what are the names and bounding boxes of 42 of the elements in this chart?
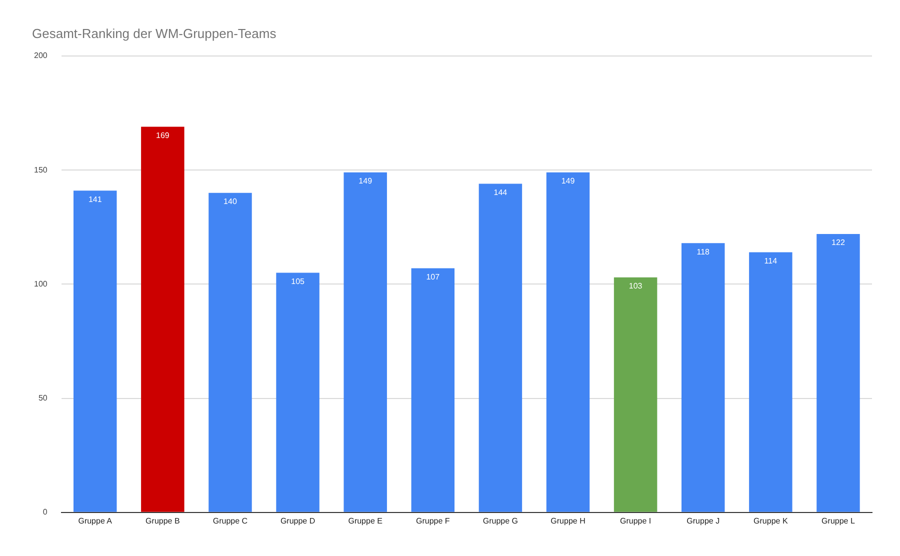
data-label: 144 — [494, 188, 508, 197]
x-tick-label: Gruppe H — [550, 516, 586, 526]
data-label: 118 — [696, 247, 710, 256]
bar — [816, 234, 860, 512]
y-tick-label: 0 — [42, 508, 48, 517]
y-tick-label: 150 — [34, 165, 48, 174]
data-label: 141 — [88, 194, 102, 204]
x-tick-label: Gruppe K — [754, 516, 788, 526]
data-label: 105 — [291, 276, 306, 286]
bar — [276, 272, 320, 512]
bar — [141, 126, 184, 512]
bar — [208, 192, 252, 512]
data-label: 140 — [224, 197, 238, 206]
data-label: 169 — [156, 130, 170, 140]
data-label: 149 — [561, 176, 576, 186]
x-tick-label: Gruppe L — [822, 516, 856, 526]
x-tick-label: Gruppe G — [482, 516, 518, 526]
x-tick-label: Gruppe J — [686, 516, 720, 526]
data-label: 103 — [628, 282, 643, 291]
bar — [681, 243, 725, 512]
y-tick-label: 100 — [34, 279, 48, 288]
x-tick-label: Gruppe B — [146, 516, 180, 526]
y-tick-label: 50 — [38, 394, 48, 403]
y-tick-label: 200 — [34, 51, 48, 60]
chart-title: Gesamt-Ranking der WM-Gruppen-Teams — [32, 26, 276, 41]
x-tick-label: Gruppe A — [78, 516, 113, 526]
bar — [344, 172, 387, 512]
bar — [614, 277, 658, 512]
data-label: 107 — [426, 272, 440, 282]
data-label: 122 — [832, 238, 846, 248]
bar — [749, 252, 792, 512]
x-tick-label: Gruppe I — [620, 516, 652, 526]
data-label: 149 — [358, 176, 373, 186]
bar — [74, 190, 117, 512]
data-label: 114 — [764, 256, 778, 266]
x-tick-label: Gruppe F — [416, 516, 450, 526]
x-tick-label: Gruppe E — [348, 516, 382, 526]
x-tick-label: Gruppe D — [280, 516, 316, 526]
bar — [546, 172, 590, 512]
x-tick-label: Gruppe C — [212, 516, 248, 526]
bar — [411, 268, 455, 512]
bar — [478, 184, 522, 512]
